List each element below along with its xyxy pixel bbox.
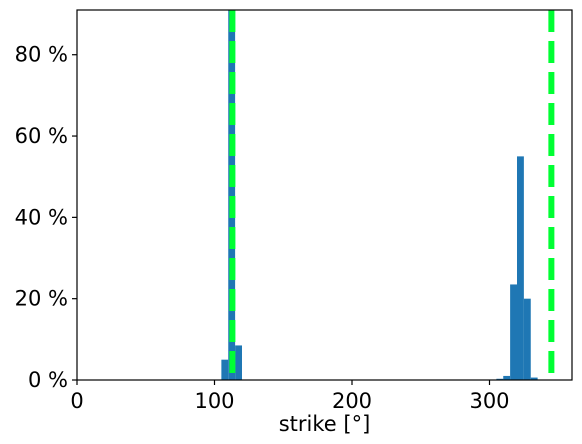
histogram-bar-2 xyxy=(235,345,242,380)
plot-frame xyxy=(76,9,573,381)
x-tick-label-2: 200 xyxy=(332,389,372,413)
histogram-bar-8 xyxy=(530,377,538,380)
reference-lines xyxy=(229,10,555,380)
histogram-bar-0 xyxy=(221,359,229,380)
histogram-bar-7 xyxy=(523,298,531,380)
histogram-bars xyxy=(221,10,538,380)
y-tick-label-0: 0 % xyxy=(28,368,68,392)
y-tick-label-4: 80 % xyxy=(15,43,68,67)
histogram-bar-3 xyxy=(496,378,504,380)
y-tick-label-1: 20 % xyxy=(15,287,68,311)
histogram-bar-4 xyxy=(503,375,511,380)
x-tick-label-1: 100 xyxy=(194,389,234,413)
x-axis-label: strike [°] xyxy=(279,412,371,436)
histogram-bar-1 xyxy=(228,10,236,380)
y-axis-ticks: 0 % 20 % 40 % 60 % 80 % xyxy=(15,43,77,392)
y-tick-label-2: 40 % xyxy=(15,205,68,229)
histogram-bar-5 xyxy=(510,284,517,380)
x-axis-ticks: 0 100 200 300 xyxy=(70,380,510,413)
y-tick-label-3: 60 % xyxy=(15,124,68,148)
histogram-bar-6 xyxy=(517,156,524,380)
x-tick-label-3: 300 xyxy=(469,389,509,413)
x-tick-label-0: 0 xyxy=(70,389,83,413)
